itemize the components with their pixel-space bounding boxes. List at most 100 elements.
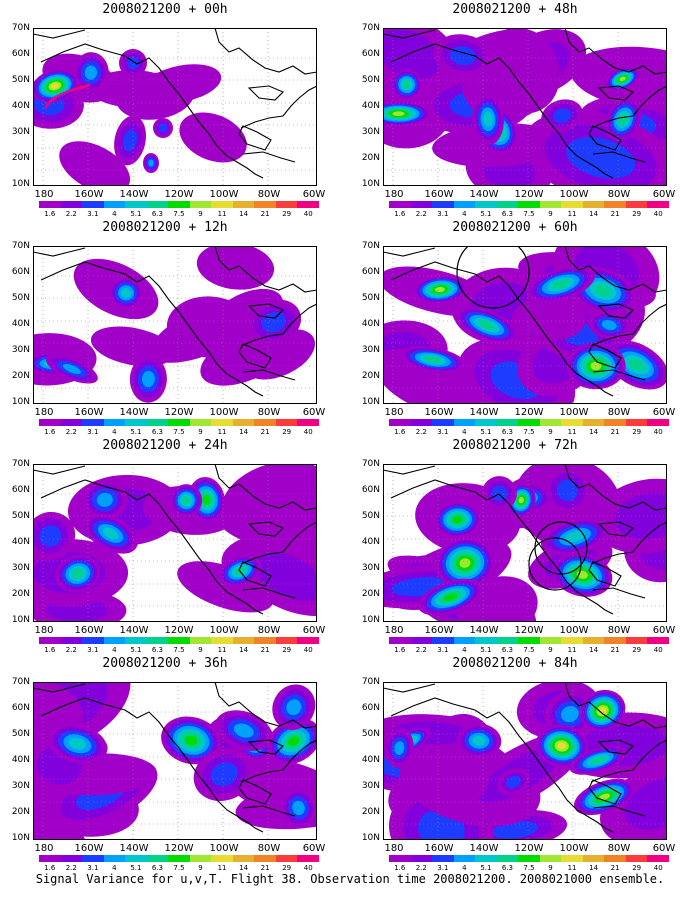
colorbar-swatch	[518, 855, 540, 862]
variance-map	[383, 28, 667, 186]
latitude-label: 50N	[11, 729, 30, 739]
latitude-label: 60N	[361, 49, 380, 59]
colorbar-label: 1.6	[394, 210, 406, 218]
colorbar-label: 40	[303, 864, 313, 872]
colorbar-label: 21	[610, 646, 620, 654]
longitude-label: 100W	[209, 843, 239, 854]
colorbar-label: 14	[589, 210, 599, 218]
colorbar-label: 29	[282, 428, 292, 436]
colorbar-swatch	[297, 855, 319, 862]
latitude-label: 70N	[11, 23, 30, 33]
latitude-label: 10N	[361, 833, 380, 843]
panel-title: 2008021200 + 00h	[102, 2, 228, 17]
longitude-label: 160W	[74, 189, 104, 200]
colorbar-label: 9	[198, 428, 203, 436]
colorbar-swatch	[125, 201, 147, 208]
colorbar-swatch	[146, 855, 169, 862]
latitude-label: 20N	[361, 589, 380, 599]
map-panel-00h: 2008021200 + 00h 70N 60N 50N 40N 30N 20N 10N 180…	[0, 0, 330, 220]
longitude-label: 180	[384, 625, 404, 636]
colorbar-swatch	[103, 637, 126, 644]
colorbar-label: 14	[589, 864, 599, 872]
longitude-label: 180	[34, 407, 54, 418]
latitude-label: 10N	[361, 179, 380, 189]
latitude-label: 20N	[11, 371, 30, 381]
longitude-label: 180	[384, 407, 404, 418]
colorbar-label: 5.1	[130, 210, 142, 218]
colorbar-label: 7.5	[173, 428, 185, 436]
latitude-label: 40N	[361, 101, 380, 111]
longitude-label: 120W	[164, 625, 194, 636]
latitude-label: 70N	[11, 459, 30, 469]
colorbar-label: 29	[632, 864, 642, 872]
colorbar-label: 3.1	[437, 428, 449, 436]
colorbar-swatch	[582, 855, 605, 862]
colorbar-swatch	[39, 419, 61, 426]
colorbar-swatch	[389, 855, 411, 862]
latitude-label: 60N	[11, 49, 30, 59]
colorbar-swatch	[232, 201, 255, 208]
colorbar-label: 3.1	[87, 864, 99, 872]
colorbar-swatch	[625, 201, 648, 208]
colorbar-labels: 1.6 2.2 3.1 4 5.1 6.3 7.5 9 11 14 21 29 40	[389, 864, 669, 874]
colorbar-label: 2.2	[65, 646, 77, 654]
longitude-label: 100W	[559, 189, 589, 200]
colorbar-swatch	[389, 637, 411, 644]
variance-map	[33, 28, 317, 186]
colorbar-label: 11	[217, 428, 227, 436]
latitude-label: 60N	[11, 703, 30, 713]
longitude-label: 100W	[559, 625, 589, 636]
longitude-label: 140W	[469, 189, 499, 200]
longitude-label: 80W	[257, 189, 281, 200]
latitude-label: 50N	[361, 75, 380, 85]
latitude-label: 40N	[361, 319, 380, 329]
longitude-label: 80W	[257, 407, 281, 418]
latitude-label: 40N	[361, 537, 380, 547]
colorbar-swatch	[625, 637, 648, 644]
variance-map	[33, 682, 317, 840]
colorbar-swatch	[561, 201, 583, 208]
colorbar-swatch	[647, 637, 669, 644]
colorbar-label: 14	[239, 646, 249, 654]
colorbar-swatch	[125, 419, 147, 426]
colorbar-label: 7.5	[173, 210, 185, 218]
longitude-label: 80W	[607, 843, 631, 854]
colorbar-label: 40	[303, 428, 313, 436]
colorbar-label: 5.1	[480, 428, 492, 436]
latitude-label: 60N	[361, 485, 380, 495]
colorbar-swatch	[232, 637, 255, 644]
variance-map	[33, 246, 317, 404]
latitude-label: 20N	[361, 153, 380, 163]
map-panel-12h: 2008021200 + 12h 70N 60N 50N 40N 30N 20N 10N 180…	[0, 218, 330, 438]
colorbar-swatch	[39, 201, 61, 208]
colorbar-label: 3.1	[87, 646, 99, 654]
colorbar-label: 40	[653, 428, 663, 436]
colorbar-swatch	[410, 201, 433, 208]
colorbar-label: 11	[217, 210, 227, 218]
colorbar-swatch	[168, 637, 190, 644]
colorbar-swatch	[475, 637, 497, 644]
colorbar-label: 7.5	[523, 864, 535, 872]
colorbar-label: 11	[567, 864, 577, 872]
variance-map	[383, 246, 667, 404]
colorbar-swatch	[475, 855, 497, 862]
colorbar-label: 5.1	[130, 646, 142, 654]
colorbar-label: 9	[198, 210, 203, 218]
latitude-label: 50N	[11, 293, 30, 303]
latitude-label: 20N	[11, 589, 30, 599]
colorbar-swatch	[254, 637, 276, 644]
colorbar-label: 9	[548, 210, 553, 218]
colorbar-swatch	[604, 637, 626, 644]
colorbar-label: 40	[653, 210, 663, 218]
colorbar-label: 1.6	[44, 646, 56, 654]
colorbar-label: 3.1	[437, 210, 449, 218]
figure-caption: Signal Variance for u,v,T. Flight 38. Ob…	[35, 872, 665, 886]
colorbar-swatch	[432, 419, 454, 426]
latitude-label: 30N	[11, 127, 30, 137]
colorbar-swatch	[561, 419, 583, 426]
colorbar-swatch	[475, 201, 497, 208]
colorbar-swatch	[539, 419, 562, 426]
latitude-label: 30N	[11, 345, 30, 355]
longitude-label: 180	[384, 189, 404, 200]
